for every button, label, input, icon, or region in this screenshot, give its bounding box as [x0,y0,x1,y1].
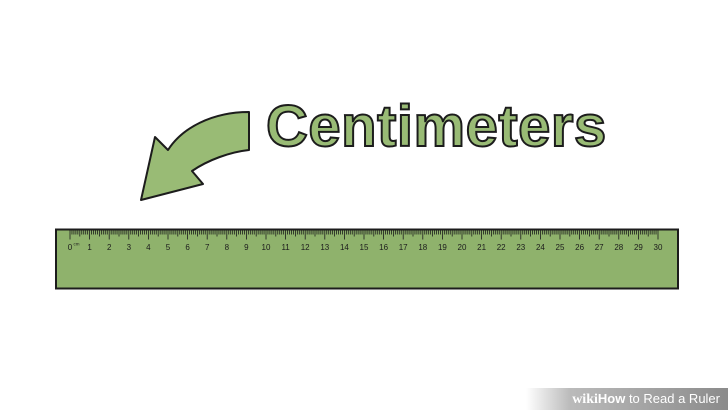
ruler-number: 15 [360,243,369,252]
ruler-number: 1 [87,243,92,252]
centimeters-title: Centimeters [265,93,607,160]
ruler-number: 11 [281,243,290,252]
ruler-number: 18 [418,243,427,252]
watermark-brand: wiki [572,392,598,407]
ruler-number: 14 [340,243,349,252]
ruler-number: 25 [556,243,565,252]
ruler-number: 7 [205,243,210,252]
ruler-number: 4 [146,243,151,252]
ruler-number: 16 [379,243,388,252]
ruler-unit-label: cm [74,242,80,247]
ruler-number: 27 [595,243,604,252]
ruler-number: 29 [634,243,643,252]
ruler-number: 12 [301,243,310,252]
ruler-number: 8 [225,243,230,252]
watermark-how: How [597,391,626,406]
ruler-number: 3 [127,243,132,252]
watermark: wikiHow to Read a Ruler [526,388,728,410]
ruler-number: 21 [477,243,486,252]
ruler-number: 26 [575,243,584,252]
ruler-number: 24 [536,243,545,252]
ruler-number: 2 [107,243,112,252]
curved-arrow-icon [140,111,250,201]
watermark-rest: to Read a Ruler [625,391,720,406]
ruler-number: 9 [244,243,249,252]
ruler-numbers: 0 1 2 3 4 5 6 7 8 9 10 11 12 13 14 15 16 17 18 19 20 21 22 23 24… [68,242,663,253]
ruler-number: 30 [654,243,663,252]
ruler-number: 23 [516,243,525,252]
ruler-number: 20 [458,243,467,252]
ruler-number: 22 [497,243,506,252]
ruler-number: 0 [68,243,73,252]
ruler-number: 5 [166,243,171,252]
ruler-ticks [69,230,659,240]
ruler-number: 6 [185,243,190,252]
ruler-number: 17 [399,243,408,252]
ruler-number: 19 [438,243,447,252]
ruler-body [55,228,679,290]
ruler-number: 10 [262,243,271,252]
ruler-number: 13 [320,243,329,252]
ruler-number: 28 [614,243,623,252]
